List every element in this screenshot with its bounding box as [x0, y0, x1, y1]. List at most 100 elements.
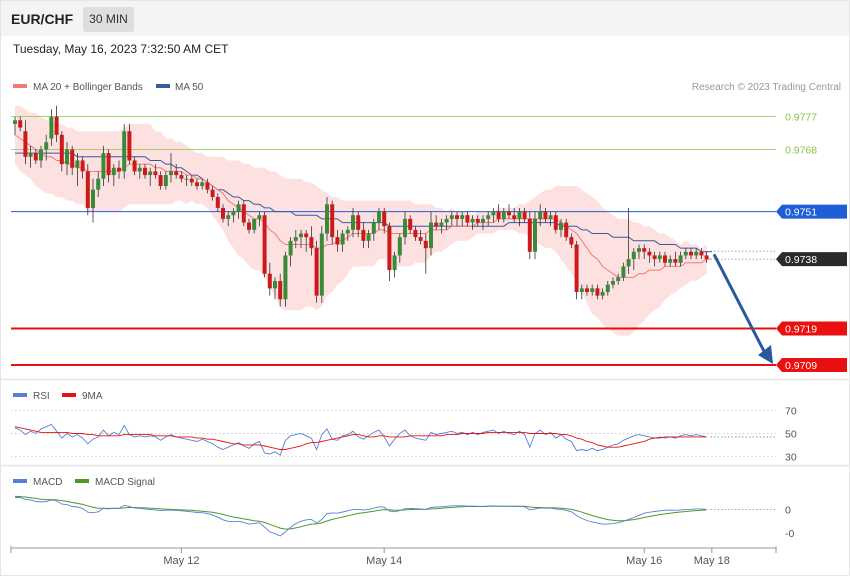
- candle-body: [236, 204, 241, 212]
- candle-body: [366, 233, 371, 241]
- candle-body: [226, 215, 231, 219]
- candle: [65, 142, 69, 176]
- rsi-legend-label: RSI: [33, 391, 50, 402]
- candle-body: [439, 222, 444, 227]
- bollinger-band: [15, 105, 707, 336]
- candle-body: [642, 248, 647, 252]
- candle-body: [283, 255, 288, 300]
- candle-body: [647, 251, 652, 256]
- candle-body: [231, 211, 236, 216]
- candle: [377, 207, 381, 230]
- candle: [694, 248, 699, 260]
- candle: [221, 204, 225, 223]
- support-level-label: 0.9709: [785, 360, 817, 372]
- candle-body: [288, 240, 293, 256]
- rsi-ma-line: [14, 426, 707, 450]
- candle: [49, 109, 54, 146]
- candle: [673, 251, 678, 267]
- candle: [299, 229, 303, 249]
- candle-body: [96, 178, 101, 190]
- candle-body: [382, 211, 387, 227]
- candle: [507, 204, 511, 219]
- candle-body: [278, 281, 283, 300]
- candle-body: [397, 237, 402, 256]
- candle: [429, 211, 433, 256]
- candle-body: [304, 233, 309, 238]
- candle: [366, 229, 371, 249]
- candle: [501, 207, 506, 223]
- candle: [475, 215, 480, 227]
- candle: [569, 233, 574, 249]
- candle: [85, 164, 90, 216]
- macd-tick-label: -0: [785, 528, 794, 540]
- candle-body: [80, 160, 85, 172]
- candle-body: [590, 288, 595, 292]
- candle-body: [23, 131, 28, 157]
- candle-body: [465, 215, 470, 223]
- candle: [247, 218, 251, 234]
- candle-body: [548, 215, 553, 219]
- candle: [408, 215, 413, 234]
- candle: [699, 248, 704, 260]
- candle-body: [273, 281, 277, 289]
- candle-body: [517, 211, 522, 219]
- candle-body: [210, 189, 215, 197]
- candle-body: [637, 248, 641, 252]
- candle: [434, 215, 439, 230]
- ma20-legend-swatch: [13, 84, 27, 88]
- candle: [215, 193, 220, 212]
- candle-body: [538, 211, 543, 219]
- candle: [28, 145, 33, 168]
- candle: [304, 229, 309, 252]
- candle-body: [127, 131, 132, 161]
- candle-body: [59, 134, 64, 165]
- candle-body: [13, 120, 17, 124]
- candle-body: [351, 215, 355, 230]
- candle-body: [143, 167, 147, 176]
- candle: [647, 248, 652, 263]
- candle: [111, 164, 116, 187]
- timeframe-button[interactable]: 30 MIN: [83, 7, 134, 32]
- candle-body: [434, 222, 439, 227]
- x-axis-label: May 12: [163, 555, 199, 567]
- candle-body: [423, 240, 428, 249]
- candle: [340, 229, 345, 252]
- candle-body: [668, 259, 673, 263]
- chart-header: EUR/CHF 30 MIN: [1, 1, 849, 36]
- candle: [210, 186, 215, 201]
- candle: [631, 248, 636, 271]
- candle-body: [132, 160, 137, 172]
- candle-body: [605, 284, 610, 292]
- candle-body: [481, 218, 485, 223]
- candle: [189, 175, 194, 187]
- candle-body: [39, 149, 43, 161]
- candle-body: [496, 211, 501, 219]
- candle-body: [392, 255, 397, 271]
- candle: [288, 237, 293, 267]
- candle-body: [585, 288, 589, 292]
- candle-body: [330, 204, 335, 238]
- candle-body: [569, 237, 574, 245]
- candle: [403, 211, 407, 245]
- candle: [590, 284, 595, 296]
- candle: [491, 207, 496, 223]
- candle: [595, 284, 600, 300]
- candle: [522, 207, 527, 223]
- candle: [517, 207, 522, 227]
- candle-body: [403, 218, 407, 238]
- candle: [605, 281, 610, 296]
- candle: [132, 156, 137, 176]
- candle: [418, 229, 423, 245]
- candle-body: [491, 211, 496, 216]
- candle-body: [189, 178, 194, 183]
- candle-body: [507, 211, 511, 216]
- candle-body: [621, 266, 626, 278]
- candle: [314, 240, 319, 303]
- macd-legend-label: MACD: [33, 477, 62, 488]
- candle-body: [44, 142, 49, 150]
- candle: [361, 222, 366, 249]
- candle-body: [18, 120, 23, 128]
- candle-body: [75, 160, 80, 168]
- candle: [137, 164, 142, 179]
